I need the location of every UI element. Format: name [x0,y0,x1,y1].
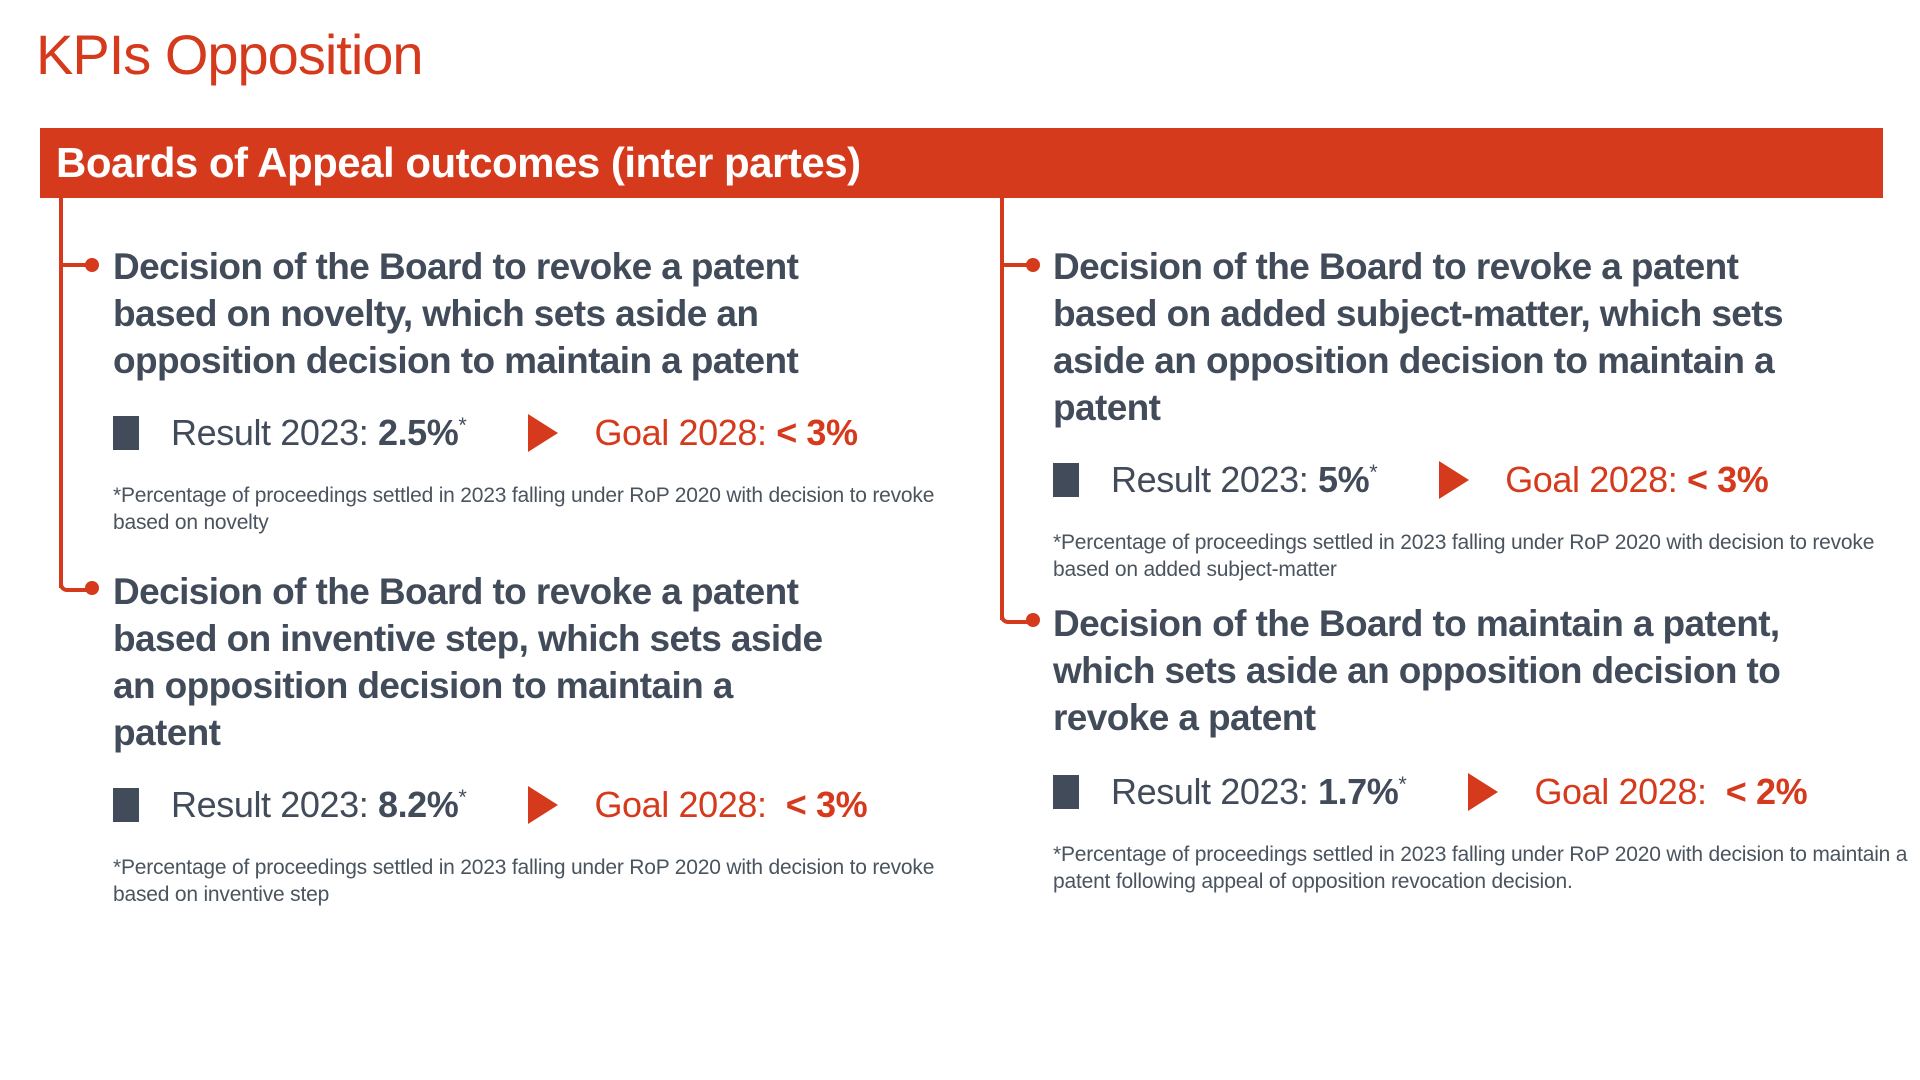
goal-arrow-icon [528,786,559,824]
footnote-marker: * [1398,771,1407,796]
kpi-result-row: Result 2023: 1.7%* Goal 2028: < 2% [1053,771,1913,813]
goal-label: Goal 2028: [1505,459,1678,500]
kpi-result-row: Result 2023: 8.2%* Goal 2028: < 3% [113,784,983,826]
kpi-heading: Decision of the Board to revoke a patent… [113,571,823,753]
square-bullet-icon [1053,463,1079,497]
connector-dot-icon [1026,258,1040,272]
connector-elbow [59,570,93,592]
result-text: Result 2023: 1.7%* [1111,771,1407,813]
result-text: Result 2023: 8.2%* [171,784,467,826]
result-text: Result 2023: 2.5%* [171,412,467,454]
kpi-heading: Decision of the Board to revoke a patent… [113,246,799,381]
goal-text: Goal 2028: < 3% [1505,459,1769,501]
goal-value: < 3% [1686,459,1769,500]
connector-line [59,198,63,588]
kpi-item-revoke-added-subject-matter: Decision of the Board to revoke a patent… [1053,243,1913,583]
goal-label: Goal 2028: [594,412,767,453]
kpi-footnote: *Percentage of proceedings settled in 20… [113,856,935,906]
kpi-item-maintain-patent: Decision of the Board to maintain a pate… [1053,600,1913,895]
connector-elbow [1000,602,1034,624]
goal-value: < 2% [1725,771,1808,812]
result-value: 1.7% [1317,771,1399,812]
result-text: Result 2023: 5%* [1111,459,1378,501]
goal-arrow-icon [1468,773,1499,811]
goal-text: Goal 2028: < 3% [594,784,867,826]
goal-text: Goal 2028: < 3% [594,412,858,454]
goal-arrow-icon [528,414,559,452]
goal-value: < 3% [776,412,858,453]
square-bullet-icon [1053,775,1079,809]
connector-line [1000,198,1004,620]
kpi-result-row: Result 2023: 2.5%* Goal 2028: < 3% [113,412,983,454]
connector-dot-icon [85,581,99,595]
square-bullet-icon [113,416,139,450]
footnote-marker: * [458,412,467,437]
connector-branch [1002,263,1030,267]
kpi-heading: Decision of the Board to revoke a patent… [1053,246,1784,428]
kpi-item-revoke-novelty: Decision of the Board to revoke a patent… [113,243,983,536]
footnote-marker: * [458,784,467,809]
result-value: 2.5% [377,412,459,453]
goal-label: Goal 2028: [594,784,767,825]
goal-label: Goal 2028: [1534,771,1707,812]
page-title: KPIs Opposition [36,23,424,86]
kpi-item-revoke-inventive-step: Decision of the Board to revoke a patent… [113,568,983,908]
result-value: 5% [1317,459,1370,500]
result-label: Result 2023: [171,412,369,453]
result-label: Result 2023: [1111,771,1309,812]
section-banner-label: Boards of Appeal outcomes (inter partes) [56,139,861,186]
kpi-heading: Decision of the Board to maintain a pate… [1053,603,1781,738]
connector-branch [61,263,89,267]
result-label: Result 2023: [1111,459,1309,500]
square-bullet-icon [113,788,139,822]
goal-arrow-icon [1439,461,1470,499]
footnote-marker: * [1369,459,1378,484]
goal-text: Goal 2028: < 2% [1534,771,1807,813]
kpi-footnote: *Percentage of proceedings settled in 20… [1053,843,1908,893]
kpi-footnote: *Percentage of proceedings settled in 20… [1053,531,1875,581]
connector-dot-icon [1026,613,1040,627]
result-value: 8.2% [377,784,459,825]
section-banner: Boards of Appeal outcomes (inter partes) [40,128,1883,198]
result-label: Result 2023: [171,784,369,825]
kpi-footnote: *Percentage of proceedings settled in 20… [113,484,935,534]
kpi-result-row: Result 2023: 5%* Goal 2028: < 3% [1053,459,1913,501]
connector-dot-icon [85,258,99,272]
goal-value: < 3% [785,784,868,825]
